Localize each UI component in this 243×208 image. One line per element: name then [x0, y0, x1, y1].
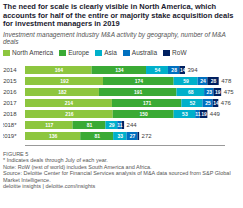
- html-text:FIGURE 5: FIGURE 5: [3, 150, 29, 157]
- svg-text:2017: 2017: [3, 100, 17, 106]
- html-text:Australia: Australia: [131, 48, 158, 56]
- svg-text:59: 59: [183, 78, 189, 84]
- html-text:The need for scale is clearly: The need for scale is clearly visible in…: [3, 2, 234, 29]
- svg-text:25: 25: [205, 100, 211, 106]
- svg-text:14: 14: [180, 67, 186, 73]
- svg-text:2015: 2015: [3, 78, 17, 84]
- svg-text:68: 68: [188, 89, 194, 95]
- html-text:RoW: RoW: [172, 48, 187, 56]
- svg-text:478: 478: [221, 78, 232, 84]
- svg-text:150: 150: [140, 111, 149, 117]
- svg-text:52: 52: [190, 100, 196, 106]
- svg-text:171: 171: [143, 100, 152, 106]
- svg-text:449: 449: [210, 111, 221, 117]
- svg-text:174: 174: [135, 78, 144, 84]
- svg-text:134: 134: [115, 67, 124, 73]
- html-text:Source: Deloitte Center for Fi: Source: Deloitte Center for Financial Se…: [3, 170, 231, 183]
- svg-text:24: 24: [200, 78, 206, 84]
- svg-text:33: 33: [118, 133, 124, 139]
- svg-text:54: 54: [155, 67, 161, 73]
- svg-text:28: 28: [171, 67, 177, 73]
- svg-text:164: 164: [55, 67, 64, 73]
- svg-text:14: 14: [213, 100, 219, 106]
- svg-text:27: 27: [130, 133, 136, 139]
- svg-text:28: 28: [211, 78, 217, 84]
- svg-text:53: 53: [182, 111, 188, 117]
- html-text:deloitte insights | deloitte.c: deloitte insights | deloitte.com/insight…: [3, 183, 96, 189]
- svg-text:2018*: 2018*: [3, 122, 17, 128]
- svg-text:214: 214: [65, 100, 74, 106]
- svg-text:394: 394: [188, 67, 199, 73]
- svg-text:2019*: 2019*: [3, 133, 17, 139]
- svg-text:272: 272: [142, 133, 153, 139]
- svg-text:19: 19: [215, 89, 221, 95]
- svg-text:11: 11: [117, 122, 123, 128]
- html-text:* Indicates deals through July: * Indicates deals through July of each y…: [3, 157, 108, 164]
- svg-text:29: 29: [109, 122, 115, 128]
- html-text:Europe: Europe: [68, 48, 90, 56]
- svg-text:2018: 2018: [3, 111, 17, 117]
- svg-text:2016: 2016: [3, 89, 17, 95]
- svg-text:475: 475: [224, 89, 235, 95]
- svg-text:182: 182: [58, 89, 67, 95]
- svg-text:23: 23: [206, 89, 212, 95]
- svg-text:81: 81: [94, 133, 100, 139]
- html-text:Asia: Asia: [104, 48, 117, 56]
- svg-text:216: 216: [65, 111, 74, 117]
- svg-text:476: 476: [221, 100, 232, 106]
- html-text:Note: RoW (rest of world) incl: Note: RoW (rest of world) includes South…: [3, 163, 152, 170]
- svg-text:117: 117: [45, 122, 53, 128]
- svg-text:11: 11: [195, 111, 201, 117]
- svg-text:19: 19: [201, 111, 207, 117]
- svg-text:81: 81: [87, 122, 93, 128]
- svg-text:192: 192: [60, 78, 69, 84]
- svg-text:244: 244: [127, 122, 138, 128]
- html-text:North America: North America: [12, 48, 54, 56]
- svg-text:2014: 2014: [3, 67, 17, 73]
- html-text:Investment management industry: Investment management industry M&A activ…: [3, 30, 226, 46]
- svg-text:191: 191: [134, 89, 143, 95]
- svg-text:136: 136: [49, 133, 58, 139]
